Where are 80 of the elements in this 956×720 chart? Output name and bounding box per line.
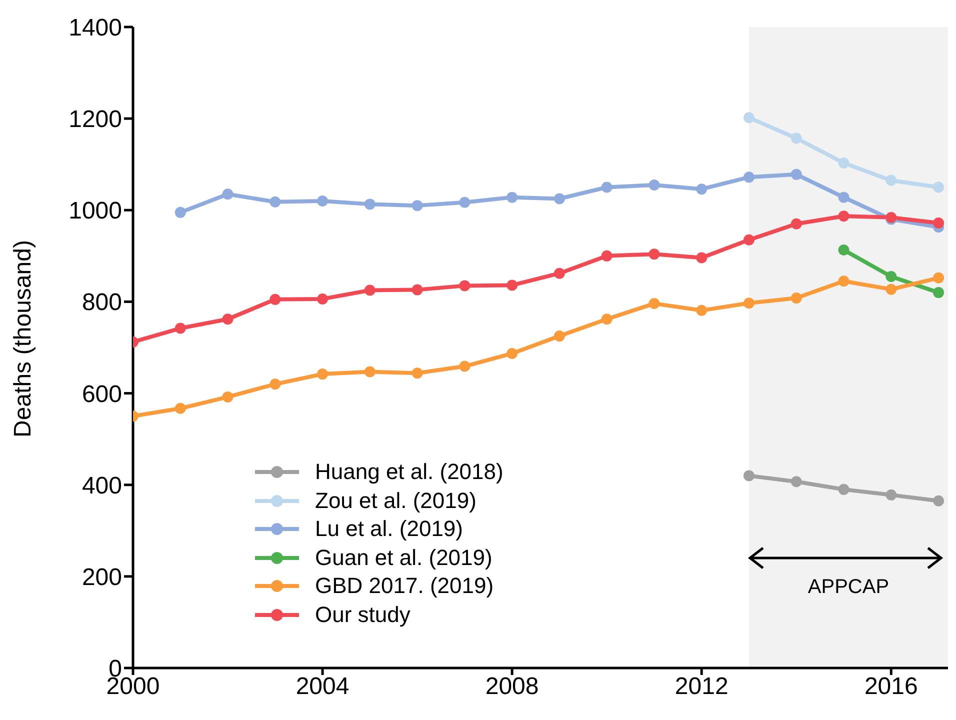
legend-label: Lu et al. (2019) (315, 515, 463, 543)
point (933, 287, 944, 298)
point (270, 378, 281, 390)
point (554, 268, 565, 279)
point (174, 322, 186, 334)
point (743, 234, 754, 246)
point (222, 314, 234, 325)
point (790, 476, 802, 488)
point (601, 182, 612, 193)
point (648, 179, 660, 190)
x-tick-label: 2016 (864, 673, 918, 700)
point (743, 298, 754, 309)
point (317, 293, 328, 304)
point (506, 280, 518, 291)
point (174, 206, 186, 218)
y-tick-label: 200 (82, 564, 122, 591)
point (601, 250, 612, 262)
legend-label: Guan et al. (2019) (315, 544, 492, 572)
y-tick-label: 1400 (68, 14, 122, 42)
point (696, 304, 708, 316)
point (933, 495, 944, 506)
point (554, 330, 565, 342)
point (222, 391, 234, 402)
point (886, 489, 897, 500)
point (270, 196, 281, 208)
point (886, 271, 897, 282)
legend-label: Our study (315, 600, 410, 629)
point (317, 368, 328, 380)
point (412, 368, 423, 379)
legend-label: Huang et al. (2018) (315, 458, 504, 486)
point (317, 195, 328, 206)
point (838, 192, 850, 203)
point (696, 252, 708, 264)
point (838, 244, 850, 256)
point (412, 200, 423, 212)
point (364, 366, 376, 378)
band-label: APPCAP (806, 576, 890, 600)
legend-label: Zou et al. (2019) (315, 486, 476, 514)
y-tick-label: 800 (82, 289, 122, 316)
point (506, 192, 518, 203)
point (886, 284, 897, 295)
point (412, 284, 423, 296)
point (743, 470, 754, 482)
y-tick-label: 1200 (68, 106, 122, 134)
point (222, 188, 234, 200)
point (886, 174, 897, 186)
point (696, 184, 708, 195)
point (364, 198, 376, 210)
point (790, 292, 802, 304)
point (790, 132, 802, 144)
point (459, 196, 470, 208)
point (933, 272, 944, 284)
point (790, 168, 802, 180)
point (743, 172, 754, 183)
y-tick-label: 400 (82, 472, 122, 500)
y-tick-label: 1000 (68, 198, 122, 225)
point (838, 157, 850, 168)
point (933, 217, 944, 228)
point (790, 218, 802, 230)
x-tick-label: 2008 (485, 673, 539, 700)
point (364, 284, 376, 296)
point (838, 276, 850, 287)
y-tick-label: 600 (82, 380, 122, 408)
legend-label: GBD 2017. (2019) (315, 572, 494, 600)
point (459, 360, 470, 372)
point (838, 210, 850, 222)
point (270, 294, 281, 305)
point (933, 182, 944, 193)
x-tick-label: 2004 (296, 673, 350, 700)
y-axis-title: Deaths (thousand) (10, 240, 37, 438)
point (838, 484, 850, 495)
point (648, 248, 660, 260)
point (601, 314, 612, 325)
point (648, 298, 660, 310)
point (506, 348, 518, 359)
point (459, 280, 470, 292)
point (554, 193, 565, 204)
point (174, 402, 186, 414)
x-tick-label: 2012 (674, 673, 728, 700)
point (743, 112, 754, 124)
